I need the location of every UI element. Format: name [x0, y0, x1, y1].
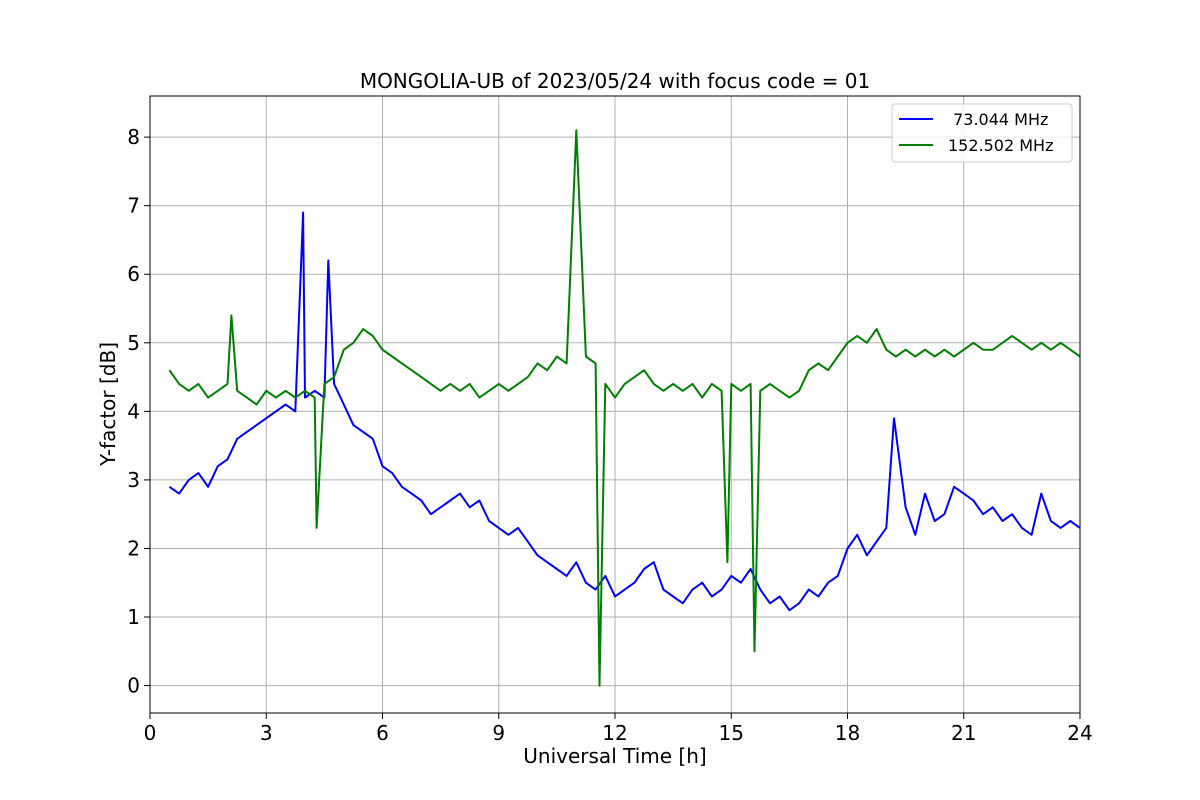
grid [149, 96, 1081, 713]
y-axis-label: Y-factor [dB] [96, 342, 120, 467]
y-tick-label: 0 [127, 674, 140, 698]
x-tick-label: 15 [719, 721, 744, 745]
y-tick-label: 6 [127, 262, 140, 286]
x-tick-label: 9 [492, 721, 505, 745]
legend-label-152mhz: 152.502 MHz [948, 136, 1053, 155]
series-line-1 [168, 129, 1081, 687]
x-tick-label: 24 [1067, 721, 1092, 745]
chart-title: MONGOLIA-UB of 2023/05/24 with focus cod… [360, 69, 870, 93]
x-tick-label: 21 [951, 721, 976, 745]
x-axis-label: Universal Time [h] [523, 744, 706, 768]
y-tick-label: 1 [127, 605, 140, 629]
legend-label-73mhz: 73.044 MHz [948, 110, 1048, 129]
y-tick-label: 4 [127, 399, 140, 423]
x-tick-label: 6 [376, 721, 389, 745]
y-tick-label: 5 [127, 331, 140, 355]
legend: 73.044 MHz 152.502 MHz [891, 103, 1073, 163]
y-tick-label: 2 [127, 536, 140, 560]
legend-box [891, 103, 1073, 163]
x-tick-label: 12 [602, 721, 627, 745]
y-tick-label: 3 [127, 468, 140, 492]
x-tick-label: 3 [260, 721, 273, 745]
series-layer [168, 129, 1081, 687]
y-tick-label: 8 [127, 125, 140, 149]
series-line-0 [168, 211, 1081, 612]
x-tick-label: 0 [144, 721, 157, 745]
y-tick-label: 7 [127, 194, 140, 218]
x-tick-label: 18 [835, 721, 860, 745]
